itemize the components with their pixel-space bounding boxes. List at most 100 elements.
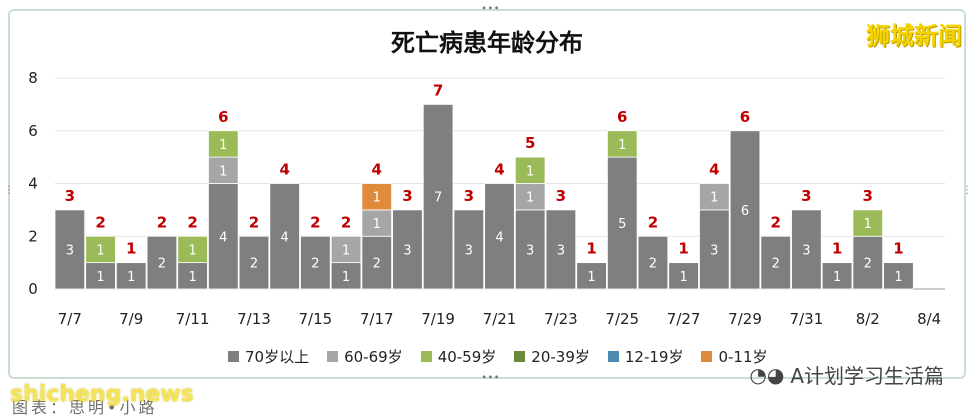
- bar-segment: [545, 209, 577, 290]
- segment-label: 1: [526, 191, 534, 206]
- chart-legend: 70岁以上 60-69岁 40-59岁 20-39岁 12-19岁 0-11岁: [228, 346, 768, 367]
- legend-label: 20-39岁: [531, 348, 590, 366]
- segment-label: 1: [219, 138, 227, 153]
- segment-label: 1: [127, 270, 135, 285]
- segment-label: 4: [219, 230, 227, 245]
- segment-label: 3: [710, 243, 718, 258]
- total-label: 2: [187, 213, 197, 231]
- segment-label: 4: [495, 230, 503, 245]
- site-watermark: shicheng.news: [10, 382, 194, 407]
- total-label: 1: [586, 240, 596, 258]
- total-label: 2: [249, 213, 259, 231]
- bar-segment: [484, 183, 515, 290]
- total-label: 2: [770, 213, 780, 231]
- segment-label: 2: [772, 257, 780, 272]
- segment-label: 2: [649, 257, 657, 272]
- x-tick-label: 7/11: [176, 310, 210, 328]
- bar-segment: [852, 209, 884, 237]
- segment-label: 1: [96, 243, 104, 258]
- resize-handle-right[interactable]: ⋮: [962, 185, 972, 196]
- total-label: 1: [678, 240, 688, 258]
- segment-label: 1: [618, 138, 626, 153]
- total-label: 7: [433, 81, 443, 99]
- bar-segment: [54, 209, 86, 290]
- segment-label: 3: [66, 243, 74, 258]
- bar-segment: [177, 235, 208, 264]
- segment-label: 3: [465, 243, 473, 258]
- bar-segment: [330, 262, 362, 290]
- x-tick-label: 7/29: [728, 310, 762, 328]
- y-tick-label: 6: [28, 122, 38, 140]
- bar-segment: [607, 156, 638, 290]
- total-label: 2: [341, 213, 351, 231]
- segment-label: 1: [188, 243, 196, 258]
- segment-label: 4: [281, 230, 289, 245]
- segment-label: 1: [833, 270, 841, 285]
- legend-swatch: [701, 351, 713, 362]
- segment-label: 2: [158, 257, 166, 272]
- bar-segment: [637, 235, 669, 290]
- segment-label: 1: [342, 243, 350, 258]
- segment-label: 1: [342, 270, 350, 285]
- x-tick-label: 7/27: [667, 310, 701, 328]
- resize-handle-top[interactable]: ∙∙∙: [481, 3, 500, 14]
- total-label: 6: [218, 108, 228, 126]
- total-label: 4: [372, 161, 382, 179]
- segment-label: 1: [894, 270, 902, 285]
- legend-swatch: [420, 351, 432, 362]
- segment-label: 2: [311, 257, 319, 272]
- bar-segment: [361, 209, 392, 237]
- x-tick-label: 7/23: [544, 310, 578, 328]
- bar-segment: [208, 183, 239, 290]
- resize-handle-left[interactable]: ⋮: [4, 185, 14, 196]
- segment-label: 1: [188, 270, 196, 285]
- bar-segment: [238, 235, 270, 290]
- total-label: 3: [556, 187, 566, 205]
- legend-label: 60-69岁: [344, 348, 403, 366]
- y-tick-label: 0: [28, 280, 38, 298]
- bar-segment: [699, 209, 730, 290]
- total-label: 1: [832, 240, 842, 258]
- legend-item: 12-19岁: [607, 346, 683, 367]
- brand-logo-text: 狮城新闻: [866, 22, 962, 50]
- bar-segment: [760, 235, 791, 290]
- legend-swatch: [607, 351, 619, 362]
- bar-segment: [514, 156, 546, 184]
- bar-segment: [85, 235, 116, 264]
- x-tick-label: 7/19: [421, 310, 455, 328]
- bar-segment: [361, 235, 392, 290]
- x-tick-label: 7/15: [299, 310, 333, 328]
- total-label: 4: [494, 161, 504, 179]
- bar-segment: [269, 183, 300, 290]
- bar-segment: [514, 209, 546, 290]
- y-tick-label: 2: [28, 227, 38, 245]
- segment-label: 1: [373, 217, 381, 232]
- x-tick-label: 7/7: [58, 310, 82, 328]
- total-label: 4: [279, 161, 289, 179]
- segment-label: 1: [373, 191, 381, 206]
- segment-label: 1: [864, 217, 872, 232]
- bar-segment: [146, 235, 178, 290]
- total-label: 3: [65, 187, 75, 205]
- total-label: 4: [709, 161, 719, 179]
- total-label: 6: [617, 108, 627, 126]
- legend-swatch: [327, 351, 339, 362]
- legend-label: 0-11岁: [718, 348, 768, 366]
- legend-item: 60-69岁: [327, 346, 403, 367]
- segment-label: 6: [741, 204, 749, 219]
- legend-item: 20-39岁: [514, 346, 590, 367]
- segment-label: 2: [864, 257, 872, 272]
- segment-label: 1: [587, 270, 595, 285]
- x-tick-label: 7/13: [237, 310, 271, 328]
- bar-segment: [729, 130, 761, 290]
- segment-label: 1: [219, 164, 227, 179]
- legend-swatch: [228, 351, 239, 362]
- bar-segment: [821, 262, 853, 290]
- bar-segment: [361, 183, 392, 211]
- wechat-watermark: ◔◕ A计划学习生活篇: [749, 360, 944, 389]
- bar-segment: [453, 209, 485, 290]
- bar-segment: [668, 262, 699, 290]
- total-label: 2: [648, 213, 658, 231]
- resize-handle-bottom[interactable]: ∙∙∙: [481, 372, 500, 383]
- total-label: 1: [126, 240, 136, 258]
